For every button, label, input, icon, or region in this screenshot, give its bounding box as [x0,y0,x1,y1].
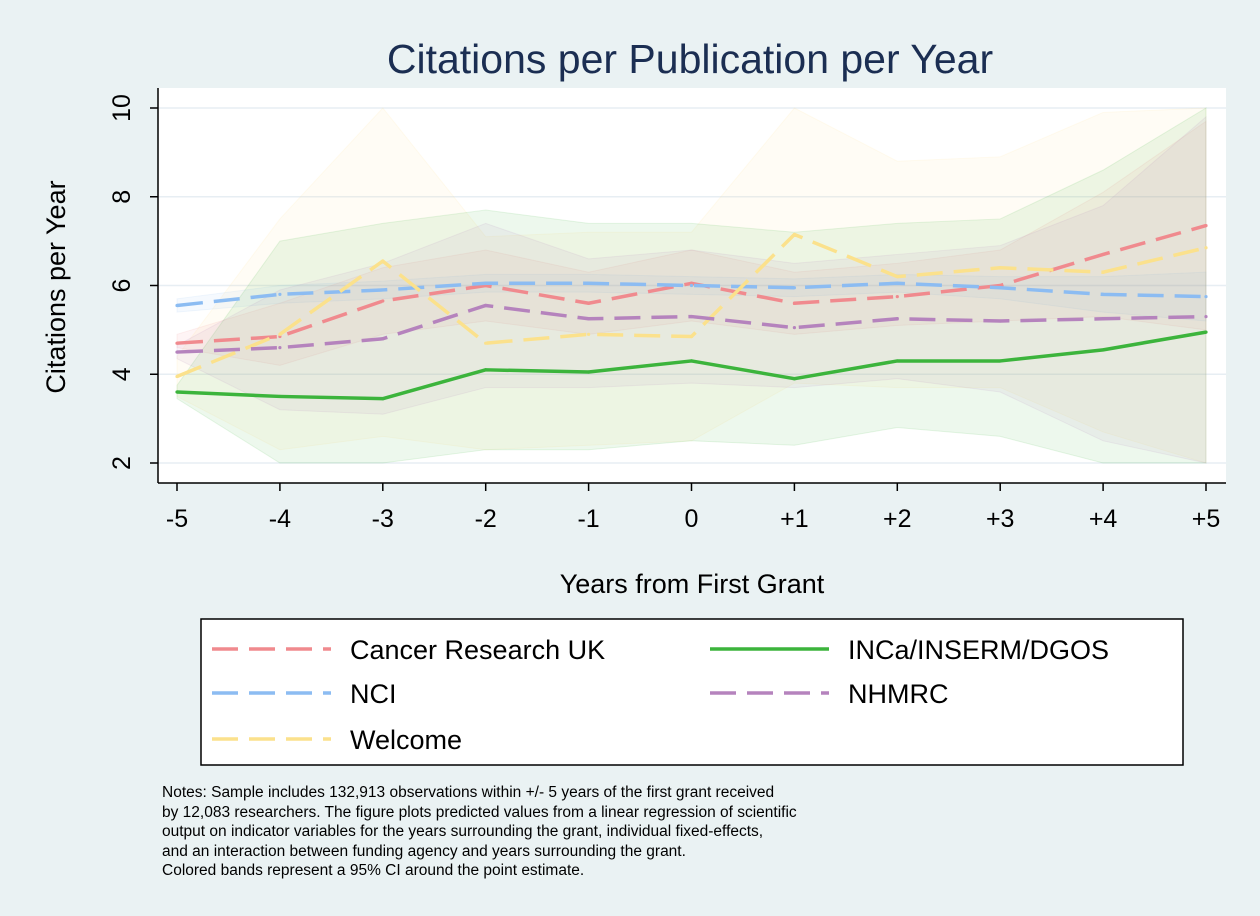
data-point [484,281,488,285]
data-point [998,266,1002,270]
x-axis-label: Years from First Grant [560,569,825,599]
x-tick-label: +4 [1089,505,1118,533]
data-point [175,374,179,379]
confidence-bands [176,107,1207,464]
legend-label: INCa/INSERM/DGOS [848,635,1109,665]
notes-line: output on indicator variables for the ye… [162,823,764,840]
data-point [1101,252,1105,257]
data-point [175,390,179,394]
data-point [381,288,385,292]
data-point [1101,317,1105,321]
data-point [689,334,694,339]
data-point [587,281,591,285]
data-point [998,359,1002,363]
x-tick-label: +2 [883,505,912,533]
data-point [587,332,591,336]
notes-line: by 12,083 researchers. The figure plots … [162,803,797,821]
notes-line: Notes: Sample includes 132,913 observati… [162,784,775,801]
data-point [1101,270,1105,274]
data-point [1204,294,1208,299]
data-point [278,394,282,399]
data-point [587,317,591,321]
y-axis-ticks: 2 4 6 8 10 [108,94,158,470]
data-point [1101,292,1105,296]
data-point [689,283,694,288]
data-point [792,326,797,330]
data-point [1101,348,1105,352]
legend-label: Welcome [350,725,462,755]
y-tick-label: 8 [108,190,136,204]
x-tick-label: -2 [475,505,497,533]
y-tick-label: 4 [108,367,136,381]
legend-box [200,618,1184,766]
ci-band [176,115,1207,464]
notes: Notes: Sample includes 132,913 observati… [162,783,1062,881]
notes-line: and an interaction between funding agenc… [162,842,686,860]
data-point [278,292,282,296]
data-point [689,314,694,319]
y-tick-label: 6 [108,279,136,293]
data-point [689,281,694,285]
legend-label: NHMRC [848,679,949,709]
chart-title: Citations per Publication per Year [387,36,993,82]
x-tick-label: -1 [577,505,599,533]
x-tick-label: +1 [780,505,809,533]
data-point [381,299,385,303]
data-point [175,350,179,354]
data-point [792,232,797,237]
data-point [895,275,899,279]
data-point [484,368,488,372]
legend-items: Cancer Research UK NCI Welcome INCa/INSERM/… [212,635,1109,755]
data-point [895,281,899,285]
data-point [381,337,385,341]
x-tick-label: -4 [269,505,291,533]
data-point [895,294,899,299]
x-tick-label: -5 [166,505,188,533]
data-point [175,341,179,345]
data-point [484,341,488,345]
x-axis-ticks: -5 -4 -3 -2 -1 0 +1 +2 +3 +4 +5 [166,483,1220,533]
data-point [381,259,385,263]
data-point [895,317,899,321]
legend-label: NCI [350,679,397,709]
legend: Cancer Research UK NCI Welcome INCa/INSERM/… [200,618,1184,766]
data-point [792,377,797,381]
x-tick-label: +3 [986,505,1015,533]
x-tick-label: +5 [1192,505,1221,533]
data-point [998,319,1002,323]
data-point [689,359,694,363]
data-point [1204,223,1208,228]
data-point [1204,330,1208,334]
data-point [484,303,488,308]
data-point [587,370,591,374]
y-axis-label: Citations per Year [41,180,71,393]
notes-line: Colored bands represent a 95% CI around … [162,862,585,879]
data-point [175,303,179,308]
data-point [895,359,899,363]
y-tick-label: 2 [108,456,136,470]
series-lines [175,223,1208,401]
data-point [381,397,385,401]
ci-band [176,271,1207,322]
data-point [1204,314,1208,319]
data-point [998,286,1002,290]
x-tick-label: -3 [372,505,394,533]
data-point [278,332,282,336]
data-point [792,301,797,305]
data-point [278,346,282,350]
data-point [587,301,591,305]
legend-label: Cancer Research UK [350,635,605,665]
x-tick-label: 0 [685,505,699,533]
series-line [176,281,1207,308]
data-point [1204,246,1208,250]
data-point [792,286,797,290]
y-tick-label: 10 [108,94,136,122]
